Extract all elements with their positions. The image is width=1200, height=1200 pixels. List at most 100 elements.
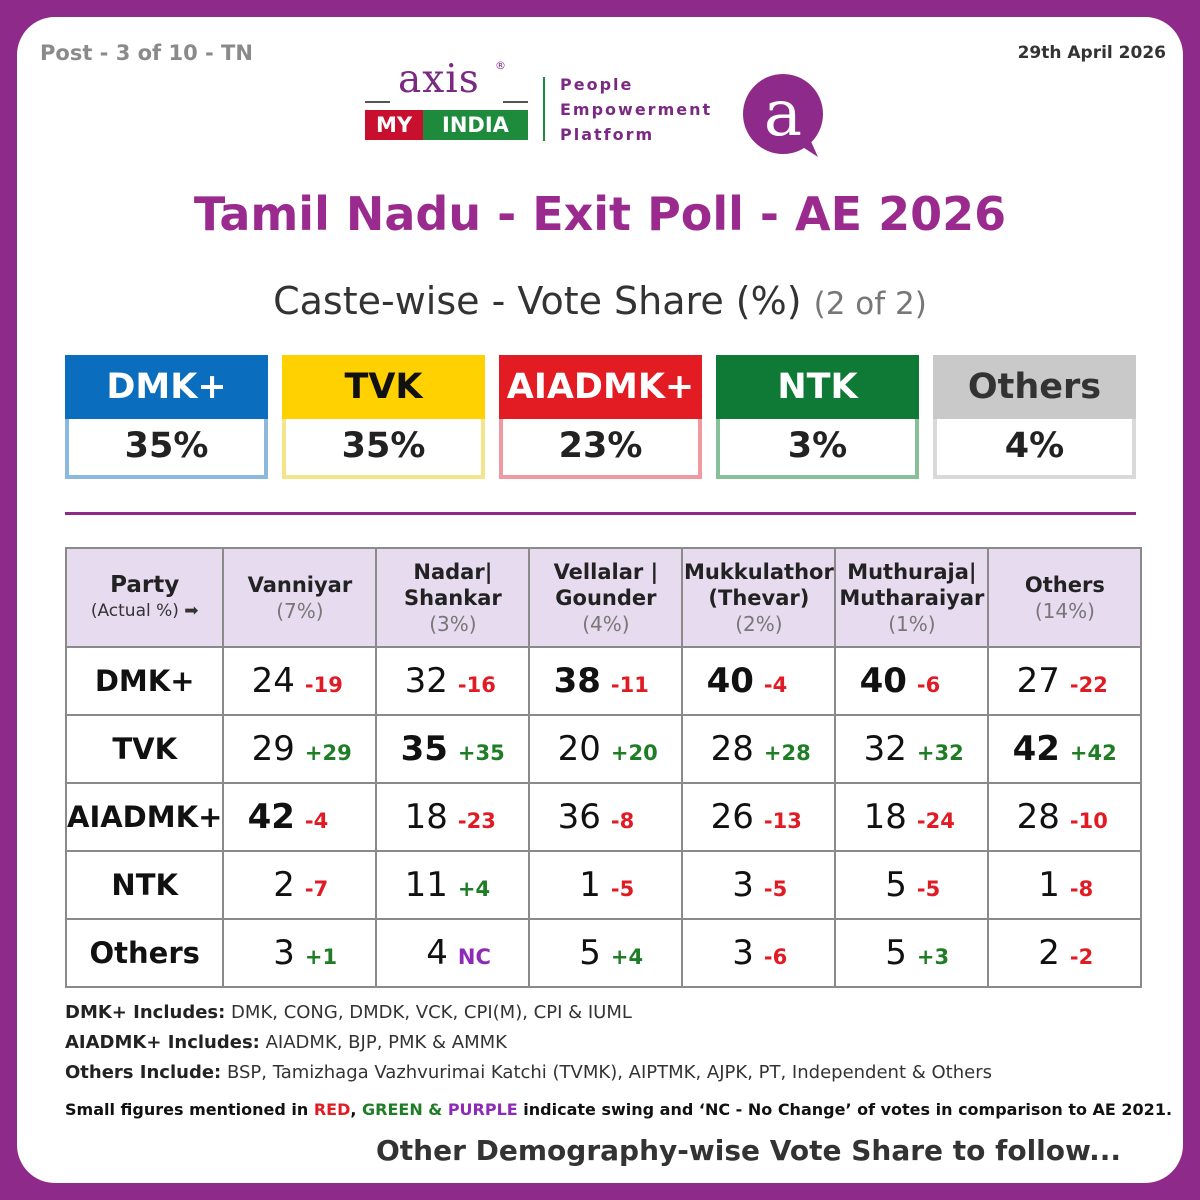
header-caste-2: Vellalar | Gounder (4%) [528, 547, 684, 648]
caste-actual-share: (3%) [429, 611, 477, 636]
caste-name-line1: Vanniyar [247, 572, 353, 597]
table-cell: 40 -4 [681, 646, 837, 716]
swing-comma: , [350, 1100, 363, 1119]
platform-line-2: Empowerment [560, 100, 713, 119]
table-cell: 24 -19 [222, 646, 378, 716]
table-cell: 11 +4 [375, 850, 531, 920]
table-cell: 5 +4 [528, 918, 684, 988]
swing-value: +29 [304, 741, 352, 765]
header-caste-4: Muthuraja| Mutharaiyar (1%) [834, 547, 990, 648]
caste-actual-share: (14%) [1034, 598, 1095, 623]
swing-value: -24 [916, 809, 955, 833]
post-date: 29th April 2026 [1017, 43, 1166, 63]
swing-text-1: Small figures mentioned in [65, 1100, 314, 1119]
tile-share-value: 35% [65, 419, 268, 479]
vote-share-value: 3 [732, 865, 754, 905]
tile-ntk: NTK 3% [716, 355, 919, 479]
swing-value: -11 [610, 673, 649, 697]
follow-up-note: Other Demography-wise Vote Share to foll… [375, 1134, 1121, 1167]
table-row: Others 3 +1 4 NC 5 +4 3 -6 5 +3 2 -2 [64, 918, 1143, 988]
vote-share-value: 24 [251, 661, 295, 701]
page-title: Tamil Nadu - Exit Poll - AE 2026 [193, 187, 1007, 241]
table-cell: 26 -13 [681, 782, 837, 852]
header-caste-0: Vanniyar (7%) [222, 547, 378, 648]
swing-value: -2 [1069, 945, 1094, 969]
header-caste-5: Others (14%) [987, 547, 1143, 648]
tile-aiadmk-plus: AIADMK+ 23% [499, 355, 702, 479]
table-cell: 5 +3 [834, 918, 990, 988]
vote-share-value: 26 [710, 797, 754, 837]
swing-value: -16 [457, 673, 496, 697]
caste-name-line1: Mukkulathor [683, 559, 834, 584]
swing-text-2: indicate swing and ‘NC - No Change’ of v… [517, 1100, 1173, 1119]
vote-share-value: 4 [426, 933, 448, 973]
swing-value: -8 [1069, 877, 1094, 901]
table-cell: 5 -5 [834, 850, 990, 920]
swing-purple-word: PURPLE [447, 1100, 518, 1119]
swing-value: -5 [610, 877, 635, 901]
platform-line-1: People [560, 75, 634, 94]
table-row: NTK 2 -7 11 +4 1 -5 3 -5 5 -5 1 -8 [64, 850, 1143, 920]
vote-share-value: 36 [557, 797, 601, 837]
table-cell: 29 +29 [222, 714, 378, 784]
swing-value: -6 [763, 945, 788, 969]
vote-share-value: 1 [1038, 865, 1060, 905]
vote-share-value: 18 [863, 797, 907, 837]
vote-share-value: 2 [1038, 933, 1060, 973]
header-party-sub: (Actual %) ➡ [90, 600, 199, 621]
vote-share-value: 42 [247, 797, 295, 837]
poll-card: Post - 3 of 10 - TN 29th April 2026 axis… [17, 17, 1183, 1183]
tile-share-value: 23% [499, 419, 702, 479]
swing-value: +28 [763, 741, 811, 765]
tile-party-label: TVK [282, 355, 485, 419]
swing-value: -19 [304, 673, 343, 697]
vote-share-value: 28 [1016, 797, 1060, 837]
table-cell: 42 +42 [987, 714, 1143, 784]
table-cell: 28 +28 [681, 714, 837, 784]
brand-separator [543, 77, 545, 141]
table-header-row: Party (Actual %) ➡ Vanniyar (7%) Nadar| Sha… [64, 547, 1143, 648]
note-dmk-label: DMK+ Includes: [65, 1002, 226, 1023]
caste-name-line1: Vellalar | [553, 559, 659, 584]
tile-dmk-plus: DMK+ 35% [65, 355, 268, 479]
note-dmk-alliance: DMK+ Includes: DMK, CONG, DMDK, VCK, CPI… [65, 1002, 632, 1023]
row-party-label: Others [64, 918, 225, 988]
tile-tvk: TVK 35% [282, 355, 485, 479]
tile-others: Others 4% [933, 355, 1136, 479]
vote-share-value: 2 [273, 865, 295, 905]
tile-share-value: 3% [716, 419, 919, 479]
caste-actual-share: (2%) [735, 611, 783, 636]
vote-share-value: 3 [273, 933, 295, 973]
vote-share-value: 29 [251, 729, 295, 769]
brand-logo: axis ® MY INDIA People Empowerment Platf… [360, 57, 840, 157]
table-row: AIADMK+ 42 -4 18 -23 36 -8 26 -13 18 -24 28 -10 [64, 782, 1143, 852]
vote-share-value: 35 [400, 729, 448, 769]
swing-value: -8 [610, 809, 635, 833]
speech-bubble-a-icon: a [743, 74, 823, 157]
caste-actual-share: (4%) [582, 611, 630, 636]
tile-share-value: 4% [933, 419, 1136, 479]
swing-value: -23 [457, 809, 496, 833]
table-cell: 2 -7 [222, 850, 378, 920]
table-cell: 42 -4 [222, 782, 378, 852]
caste-name-line1: Others [1024, 572, 1105, 597]
brand-india-text: INDIA [423, 110, 528, 140]
tile-party-label: Others [933, 355, 1136, 419]
vote-share-value: 18 [404, 797, 448, 837]
swing-value: +32 [916, 741, 964, 765]
caste-name-line2: (Thevar) [708, 585, 810, 610]
swing-value: -6 [916, 673, 941, 697]
vote-share-value: 5 [885, 865, 907, 905]
tile-party-label: NTK [716, 355, 919, 419]
section-divider [65, 512, 1136, 515]
brand-rule-left [365, 101, 390, 103]
swing-value: -10 [1069, 809, 1108, 833]
vote-share-value: 1 [579, 865, 601, 905]
table-cell: 27 -22 [987, 646, 1143, 716]
table-cell: 18 -23 [375, 782, 531, 852]
table-cell: 4 NC [375, 918, 531, 988]
row-party-label: DMK+ [64, 646, 225, 716]
swing-value: +4 [457, 877, 491, 901]
vote-share-value: 40 [859, 661, 907, 701]
vote-share-value: 32 [404, 661, 448, 701]
